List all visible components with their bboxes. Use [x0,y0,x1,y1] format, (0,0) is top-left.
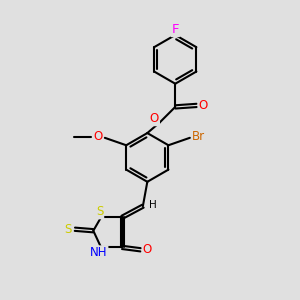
Text: F: F [172,23,179,36]
Text: H: H [149,200,157,210]
Text: O: O [199,99,208,112]
Text: O: O [93,130,103,143]
Text: Br: Br [192,130,205,143]
Text: NH: NH [90,246,107,259]
Text: S: S [64,223,72,236]
Text: S: S [96,206,103,218]
Text: O: O [150,112,159,125]
Text: O: O [142,243,152,256]
